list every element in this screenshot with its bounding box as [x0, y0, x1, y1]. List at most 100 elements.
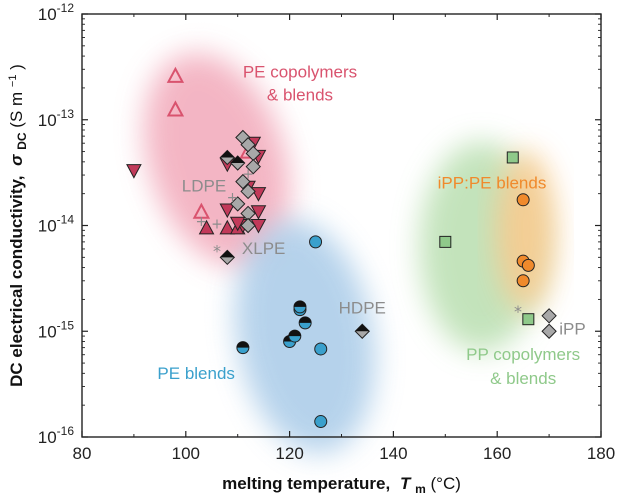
marker-half: [220, 150, 235, 158]
tick-layer: 80 100 120 140 160 18010-1610-1510-1410-1310-…: [38, 1, 615, 463]
data-point: [293, 300, 307, 314]
marker-shape: [521, 258, 535, 272]
y-tick-label: 10-13: [38, 107, 75, 130]
marker-shape: [166, 66, 185, 83]
y-tick-exponent: -16: [57, 424, 75, 438]
x-tick-label: 100: [172, 444, 200, 463]
data-point: [235, 173, 251, 190]
y-tick-exponent: -14: [57, 213, 75, 227]
marker-shape: +: [227, 190, 239, 206]
annotation-layer: PE copolymers & blends LDPE XLPE HDPE PE blen…: [157, 62, 585, 388]
data-point: *: [514, 302, 522, 321]
x-tick-label: 160: [483, 444, 511, 463]
marker-shape: [240, 217, 256, 234]
marker-shape: [506, 151, 519, 164]
marker-half: [293, 300, 306, 307]
marker-half: [230, 155, 245, 163]
marker-shape: [126, 164, 142, 179]
data-point: +: [196, 214, 208, 230]
marker-shape: +: [242, 167, 254, 183]
marker-shape: [240, 183, 256, 200]
marker-shape: +: [211, 216, 223, 232]
data-point: [516, 193, 530, 207]
marker-shape: [219, 203, 236, 219]
y-tick-exponent: -15: [57, 318, 75, 332]
y-tick-base: 10: [38, 322, 57, 341]
data-point: +: [211, 216, 223, 232]
data-point: +: [227, 190, 239, 206]
data-point: *: [213, 242, 221, 261]
marker-shape: [219, 219, 236, 235]
data-point: [314, 415, 328, 429]
annotation-label: PE copolymers: [243, 62, 357, 81]
marker-shape: [541, 323, 557, 339]
data-point: [240, 217, 256, 234]
data-point: [229, 196, 246, 212]
data-point: [219, 149, 236, 166]
marker-shape: [516, 193, 530, 207]
y-axis-title: DC electrical conductivity, σ DC (S m −1…: [1, 64, 30, 387]
data-point: [516, 274, 530, 288]
marker-shape: [309, 235, 323, 249]
y-tick-base: 10: [38, 428, 57, 447]
marker-half: [355, 324, 370, 332]
marker-shape: [229, 196, 246, 212]
y-tick-label: 10-16: [38, 424, 75, 447]
marker-shape: [314, 415, 328, 429]
y-tick-base: 10: [38, 111, 57, 130]
y-tick-base: 10: [38, 5, 57, 24]
data-point: [541, 323, 557, 339]
marker-shape: [166, 100, 185, 117]
marker-shape: [439, 235, 452, 248]
y-axis-unit-close: ): [7, 64, 26, 70]
annotation-label: & blends: [267, 86, 333, 105]
data-point: [229, 216, 246, 232]
data-point: [219, 203, 236, 219]
data-point: [522, 313, 535, 326]
data-point: [309, 235, 323, 249]
ipp-pe-region: [495, 150, 556, 311]
y-axis-unit-exponent: −1: [7, 75, 19, 88]
marker-shape: [235, 173, 251, 190]
data-point: [439, 235, 452, 248]
marker-half: [236, 341, 249, 348]
data-point: [219, 249, 236, 266]
data-point: [541, 308, 557, 324]
annotation-label: iPP:PE blends: [438, 173, 547, 192]
x-axis-unit: (°C): [431, 474, 461, 493]
x-axis-title-main: melting temperature,: [222, 474, 390, 493]
y-axis-subscript: DC: [15, 132, 29, 150]
marker-shape: *: [213, 242, 221, 261]
y-tick-label: 10-14: [38, 213, 75, 236]
annotation-label: PP copolymers: [466, 345, 580, 364]
marker-half: [299, 316, 312, 323]
data-point: [245, 158, 261, 175]
y-tick-exponent: -12: [57, 1, 75, 15]
marker-shape: +: [196, 214, 208, 230]
marker-shape: [522, 313, 535, 326]
x-axis-title: melting temperature, T m (°C): [222, 474, 461, 497]
y-tick-label: 10-12: [38, 1, 75, 24]
annotation-label: LDPE: [182, 177, 226, 196]
annotation-label: HDPE: [339, 298, 386, 317]
data-point: [192, 202, 211, 219]
marker-shape: [245, 158, 261, 175]
data-point: +: [242, 167, 254, 183]
data-point: [198, 219, 215, 235]
data-point: [288, 329, 302, 343]
marker-shape: [229, 216, 246, 232]
y-axis-title-main: DC electrical conductivity,: [7, 176, 26, 387]
data-point: [219, 219, 236, 235]
pe-blend-region: [235, 219, 376, 454]
marker-half: [220, 250, 235, 258]
data-point-layer: **+ +++: [126, 66, 557, 429]
data-point: [240, 183, 256, 200]
y-tick-base: 10: [38, 217, 57, 236]
region-layer: [143, 53, 556, 454]
marker-shape: [192, 202, 211, 219]
data-point: [298, 316, 312, 330]
y-axis-symbol: σ: [7, 154, 26, 166]
data-point: [314, 342, 328, 356]
